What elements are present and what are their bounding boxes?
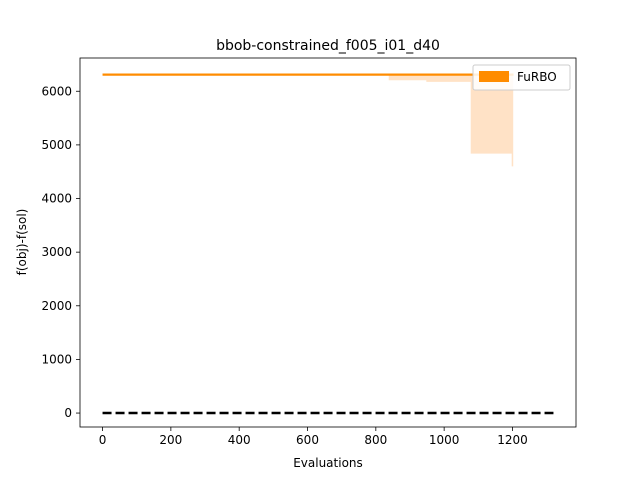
plot-frame — [79, 57, 577, 428]
y-tick-label: 3000 — [41, 245, 72, 259]
y-tick-label: 4000 — [41, 192, 72, 206]
y-tick-label: 1000 — [41, 352, 72, 366]
x-tick-label: 800 — [364, 433, 387, 447]
series-line-furbo — [102, 73, 514, 76]
legend-label-furbo: FuRBO — [517, 70, 557, 84]
chart-title: bbob-constrained_f005_i01_d40 — [216, 38, 440, 54]
x-axis-label: Evaluations — [293, 456, 363, 470]
y-tick-label: 6000 — [41, 84, 72, 98]
x-tick-label: 1000 — [429, 433, 460, 447]
x-tick-label: 600 — [296, 433, 319, 447]
legend: FuRBO — [472, 64, 571, 91]
y-tick-label: 2000 — [41, 299, 72, 313]
y-axis-label: f(obj)-f(sol) — [15, 209, 29, 276]
legend-swatch-furbo — [479, 71, 509, 82]
x-tick-label: 400 — [228, 433, 251, 447]
axis-ticks: 0 200 400 600 800 1000 1200 0 1000 2000 3000 4000 50… — [41, 84, 527, 447]
x-tick-label: 1200 — [497, 433, 528, 447]
y-tick-label: 5000 — [41, 138, 72, 152]
y-tick-label: 0 — [64, 406, 72, 420]
x-tick-label: 200 — [159, 433, 182, 447]
x-tick-label: 0 — [99, 433, 107, 447]
